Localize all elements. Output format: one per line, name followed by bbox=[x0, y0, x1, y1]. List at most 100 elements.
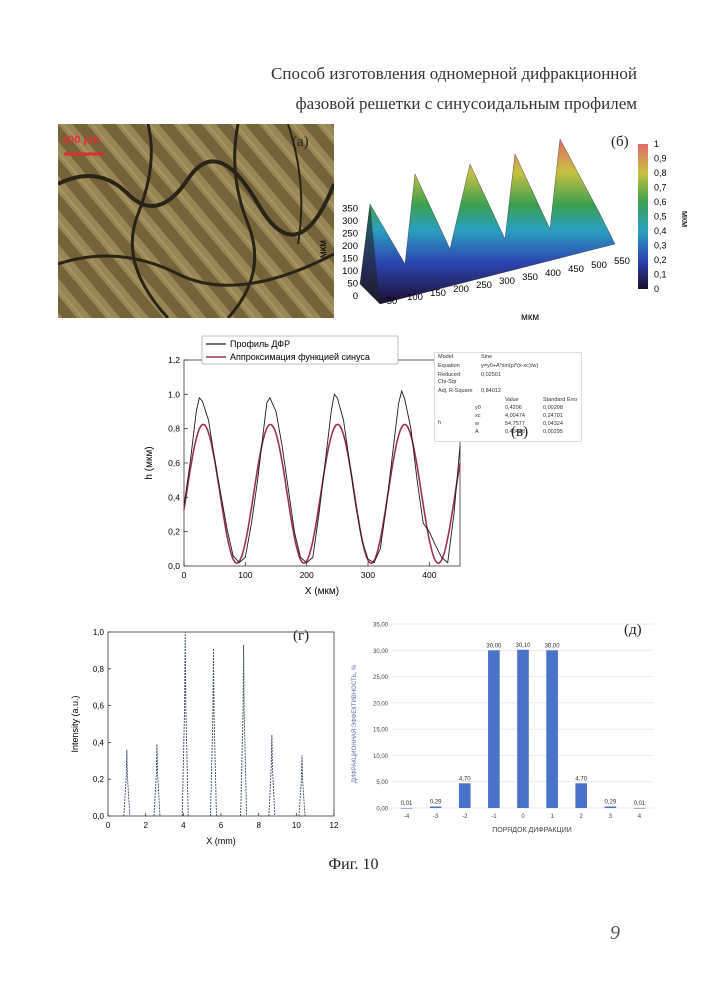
fit-param-error: 0,00208 bbox=[543, 405, 563, 411]
profile-x-tick: 200 bbox=[300, 570, 314, 580]
fit-param-error: 0,00295 bbox=[543, 429, 563, 435]
efficiency-bar bbox=[575, 783, 587, 808]
colorbar-tick-label: 1 bbox=[654, 139, 659, 149]
efficiency-bar bbox=[605, 806, 617, 808]
fit-param-name: w bbox=[475, 421, 479, 427]
profile-y-tick: 0,2 bbox=[168, 527, 180, 537]
profile-y-tick: 0,6 bbox=[168, 458, 180, 468]
colorbar-tick-label: 0,1 bbox=[654, 270, 667, 280]
efficiency-bar bbox=[430, 806, 442, 808]
intensity-y-tick: 0,2 bbox=[93, 775, 105, 784]
panel-a-label: (а) bbox=[292, 134, 309, 151]
intensity-x-label: X (mm) bbox=[206, 836, 236, 846]
profile-y-tick: 1,0 bbox=[168, 389, 180, 399]
stat-adjr-label: Adj. R-Square bbox=[438, 388, 473, 394]
profile-x-label: X (мкм) bbox=[305, 586, 339, 597]
surface-3d-plot: 00,10,20,30,40,50,60,70,80,91 5010015020… bbox=[320, 124, 700, 324]
profile-y-tick: 0,8 bbox=[168, 424, 180, 434]
surface-x-tick: 200 bbox=[453, 284, 469, 295]
surface-x-tick: 500 bbox=[591, 260, 607, 271]
colorbar-tick-label: 0,2 bbox=[654, 255, 667, 265]
micrograph-image bbox=[58, 124, 334, 318]
intensity-y-label: Intensity (a.u.) bbox=[70, 695, 80, 752]
surface-y-tick: 50 bbox=[347, 279, 358, 290]
fit-param-value: 0,4206 bbox=[505, 405, 522, 411]
surface-y-tick: 100 bbox=[342, 266, 358, 277]
intensity-x-tick: 0 bbox=[106, 821, 111, 830]
fit-param-name: A bbox=[475, 429, 479, 435]
colorbar-label: мкм bbox=[680, 211, 690, 227]
surface-x-label: мкм bbox=[521, 312, 539, 323]
efficiency-value-label: 4,70 bbox=[575, 776, 587, 782]
efficiency-value-label: 4,70 bbox=[459, 776, 471, 782]
intensity-peak bbox=[182, 632, 188, 816]
intensity-x-tick: 12 bbox=[330, 821, 339, 830]
efficiency-x-label: ПОРЯДОК ДИФРАКЦИИ bbox=[492, 827, 572, 834]
intensity-y-tick: 0,0 bbox=[93, 812, 105, 821]
intensity-peak bbox=[241, 645, 247, 816]
fit-param-name: xc bbox=[475, 413, 481, 419]
intensity-x-tick: 10 bbox=[292, 821, 301, 830]
surface-x-tick: 150 bbox=[430, 288, 446, 299]
stat-model-value: Sine bbox=[481, 354, 492, 360]
intensity-peak bbox=[210, 649, 216, 816]
colorbar-tick-label: 0,8 bbox=[654, 168, 667, 178]
legend-fit: Аппроксимация функцией синуса bbox=[230, 352, 370, 362]
fit-param-value: 4,00474 bbox=[505, 413, 525, 419]
efficiency-value-label: 30,00 bbox=[486, 643, 502, 649]
efficiency-category-label: 1 bbox=[550, 814, 554, 820]
efficiency-y-tick: 30,00 bbox=[373, 649, 389, 655]
document-title-line-1: Способ изготовления одномерной дифракцио… bbox=[271, 64, 637, 84]
efficiency-bar bbox=[401, 808, 413, 809]
panel-e-label: (д) bbox=[624, 622, 642, 639]
stat-equation-value: y=y0+A*sin(pi*(x-xc)/w) bbox=[481, 363, 538, 369]
profile-x-tick: 100 bbox=[238, 570, 252, 580]
efficiency-value-label: 30,00 bbox=[545, 643, 561, 649]
efficiency-y-tick: 15,00 bbox=[373, 728, 389, 734]
intensity-chart: 0246810120,00,20,40,60,81,0 X (mm) Inten… bbox=[68, 622, 348, 848]
colorbar-tick-label: 0,3 bbox=[654, 241, 667, 251]
panel-c-label: (в) bbox=[511, 424, 528, 441]
efficiency-y-tick: 0,00 bbox=[376, 807, 388, 813]
surface-y-tick: 0 bbox=[353, 291, 358, 302]
intensity-peak bbox=[299, 755, 305, 816]
scale-bar-label: 100 μm bbox=[62, 134, 100, 146]
stat-group: h bbox=[438, 420, 441, 426]
profile-y-tick: 0,4 bbox=[168, 492, 180, 502]
efficiency-y-tick: 25,00 bbox=[373, 675, 389, 681]
stat-adjr-value: 0,84012 bbox=[481, 388, 501, 394]
stat-col-value: Value bbox=[505, 397, 519, 403]
efficiency-value-label: 0,29 bbox=[604, 799, 616, 805]
efficiency-category-label: -4 bbox=[404, 814, 410, 820]
efficiency-bar bbox=[546, 650, 558, 808]
surface-x-tick: 50 bbox=[387, 296, 398, 307]
intensity-y-tick: 0,4 bbox=[93, 738, 105, 747]
panel-d-label: (г) bbox=[293, 628, 309, 645]
efficiency-value-label: 0,01 bbox=[401, 801, 413, 807]
surface-x-tick: 550 bbox=[614, 256, 630, 267]
panel-b-label: (б) bbox=[611, 134, 629, 151]
surface-y-tick: 200 bbox=[342, 241, 358, 252]
efficiency-y-tick: 35,00 bbox=[373, 623, 389, 629]
efficiency-bar bbox=[459, 783, 471, 808]
surface-x-tick: 250 bbox=[476, 280, 492, 291]
efficiency-category-label: 0 bbox=[521, 814, 525, 820]
profile-chart: 01002003004000,00,20,40,60,81,01,2 X (мк… bbox=[140, 332, 470, 602]
fit-param-error: 0,24701 bbox=[543, 413, 563, 419]
efficiency-bar bbox=[517, 650, 529, 808]
profile-x-tick: 300 bbox=[361, 570, 375, 580]
surface-x-tick: 100 bbox=[407, 292, 423, 303]
intensity-x-tick: 8 bbox=[256, 821, 261, 830]
intensity-peak bbox=[154, 744, 160, 816]
efficiency-category-label: 3 bbox=[609, 814, 613, 820]
fit-param-error: 0,04324 bbox=[543, 421, 563, 427]
efficiency-category-label: 2 bbox=[580, 814, 584, 820]
efficiency-bar bbox=[488, 650, 500, 808]
colorbar-tick-label: 0,4 bbox=[654, 226, 667, 236]
efficiency-y-label: ДИФРАКЦИОННАЯ ЭФФЕКТИВНОСТЬ, % bbox=[352, 664, 358, 783]
efficiency-category-label: -3 bbox=[433, 814, 439, 820]
efficiency-category-label: -1 bbox=[491, 814, 497, 820]
intensity-x-tick: 2 bbox=[143, 821, 148, 830]
profile-y-label: h (мкм) bbox=[144, 446, 155, 479]
colorbar-tick-label: 0,7 bbox=[654, 183, 667, 193]
